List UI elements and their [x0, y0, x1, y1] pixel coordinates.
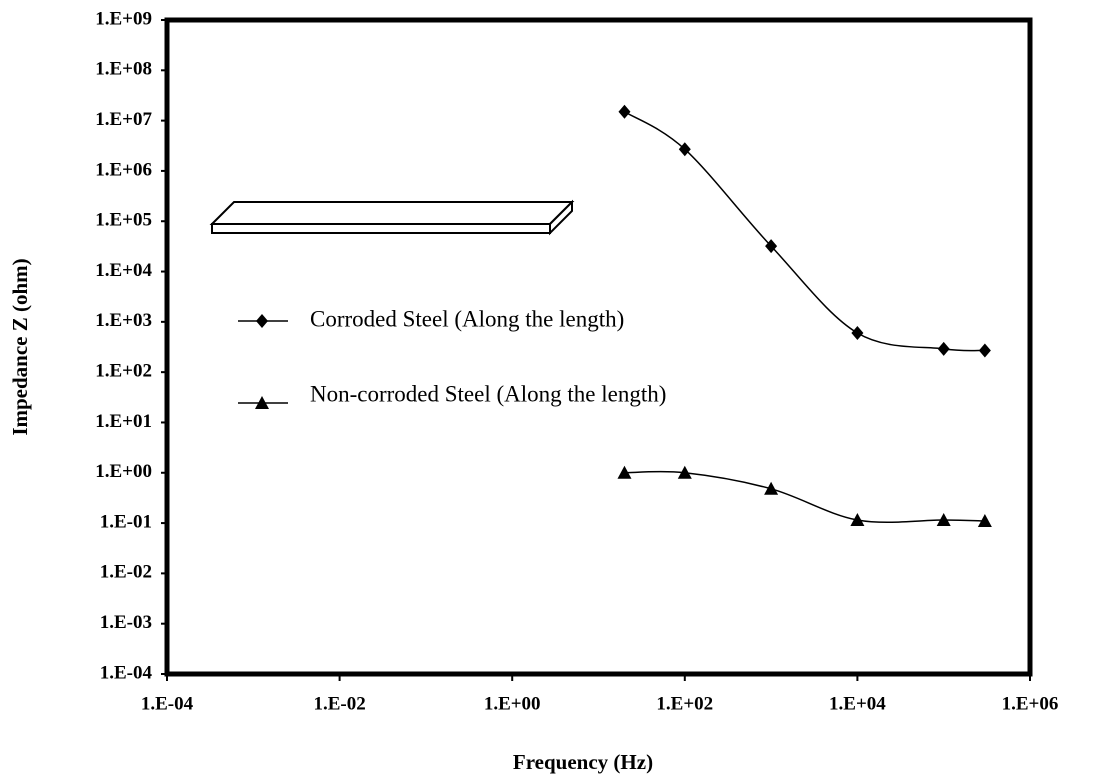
marker [979, 343, 991, 357]
x-tick-label: 1.E+00 [484, 693, 541, 714]
y-axis-title: Impedance Z (ohm) [8, 258, 32, 435]
marker [764, 482, 778, 495]
series-line [624, 472, 984, 523]
y-tick-label: 1.E+04 [95, 260, 152, 281]
x-tick-label: 1.E+04 [829, 693, 886, 714]
x-tick-label: 1.E-02 [313, 693, 365, 714]
y-tick-label: 1.E-02 [100, 562, 152, 583]
y-tick-label: 1.E+08 [95, 59, 152, 80]
y-tick-label: 1.E+06 [95, 159, 152, 180]
legend-label: Non-corroded Steel (Along the length) [310, 381, 666, 406]
series-line [624, 112, 984, 351]
marker [938, 342, 950, 356]
marker [618, 105, 630, 119]
legend-label: Corroded Steel (Along the length) [310, 306, 624, 331]
y-tick-label: 1.E+00 [95, 461, 152, 482]
x-tick-label: 1.E-04 [141, 693, 194, 714]
y-tick-label: 1.E+05 [95, 210, 152, 231]
plot-frame [167, 20, 1030, 674]
x-tick-label: 1.E+06 [1002, 693, 1059, 714]
x-axis-title: Frequency (Hz) [513, 750, 653, 774]
y-tick-label: 1.E+01 [95, 411, 152, 432]
y-tick-label: 1.E-04 [100, 662, 153, 683]
bar-sketch [212, 202, 572, 233]
y-tick-label: 1.E+02 [95, 361, 152, 382]
marker [851, 326, 863, 340]
y-tick-label: 1.E-03 [100, 612, 152, 633]
chart: Frequency (Hz) Impedance Z (ohm) 1.E-04 1… [0, 0, 1103, 778]
legend-marker [256, 314, 268, 328]
y-tick-label: 1.E+07 [95, 109, 152, 130]
y-tick-label: 1.E+09 [95, 8, 152, 29]
y-tick-label: 1.E-01 [100, 511, 152, 532]
x-tick-label: 1.E+02 [656, 693, 713, 714]
y-tick-label: 1.E+03 [95, 310, 152, 331]
